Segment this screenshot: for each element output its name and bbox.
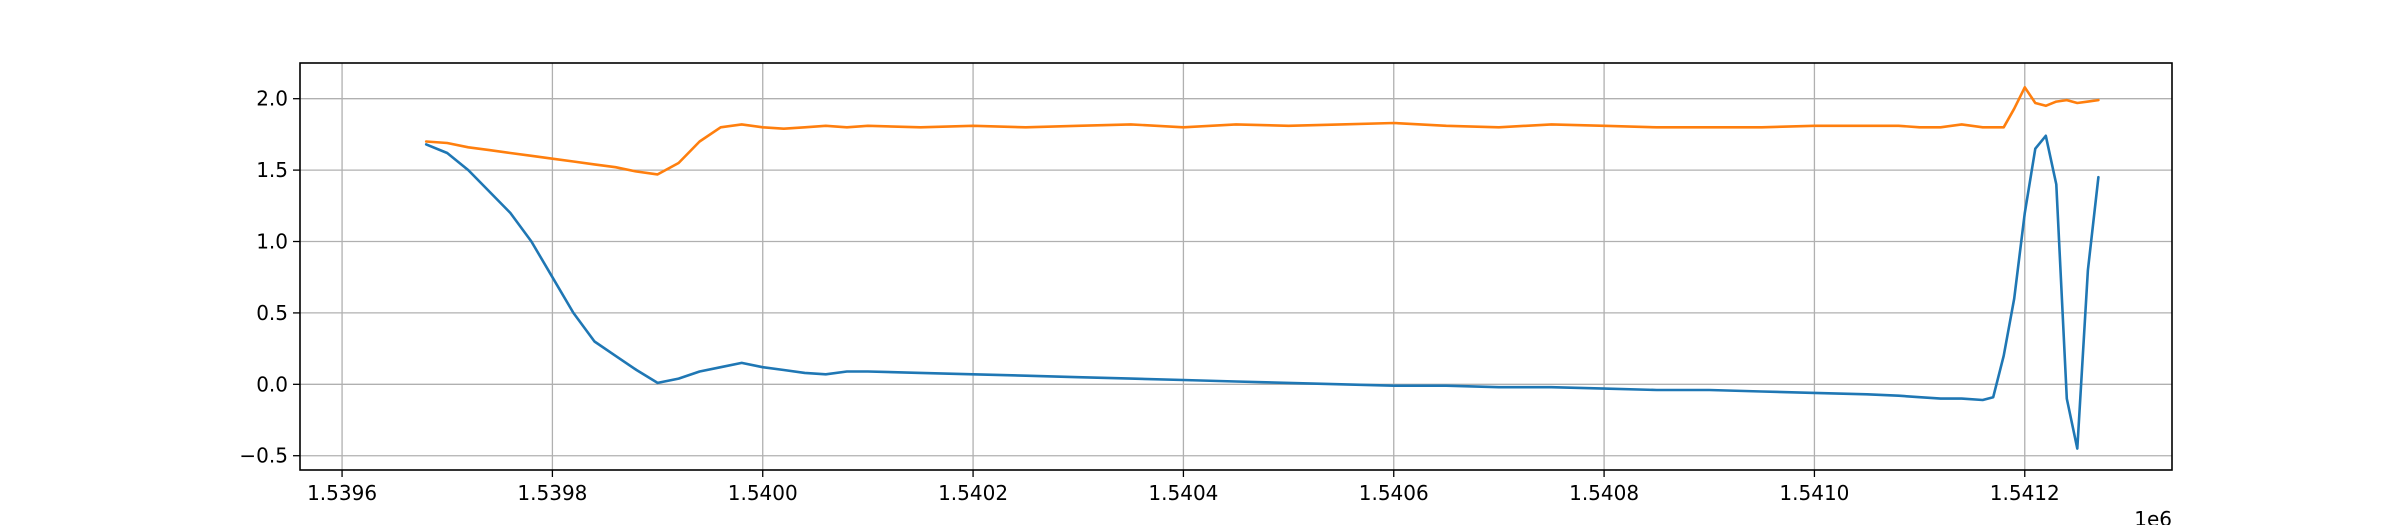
series-line-2 xyxy=(424,86,2100,176)
series-layer xyxy=(424,86,2100,450)
y-tick-label: 1.5 xyxy=(256,158,288,182)
y-tick-label: −0.5 xyxy=(239,444,288,468)
grid-lines xyxy=(300,63,2172,470)
y-tick-label: 0.5 xyxy=(256,301,288,325)
x-tick-label: 1.5398 xyxy=(517,481,587,505)
plot-area xyxy=(300,63,2172,470)
y-tick-label: 0.0 xyxy=(256,372,288,396)
y-tick-label: 2.0 xyxy=(256,87,288,111)
x-tick-label: 1.5406 xyxy=(1359,481,1429,505)
x-tick-label: 1.5402 xyxy=(938,481,1008,505)
x-offset-label: 1e6 xyxy=(2134,507,2172,525)
x-tick-label: 1.5400 xyxy=(728,481,798,505)
axes-frame xyxy=(299,62,2173,471)
x-tick-label: 1.5412 xyxy=(1990,481,2060,505)
x-tick-label: 1.5404 xyxy=(1148,481,1218,505)
x-tick-label: 1.5408 xyxy=(1569,481,1639,505)
series-line-1 xyxy=(424,134,2100,450)
y-tick-label: 1.0 xyxy=(256,230,288,254)
x-axis: 1.5396 1.5398 1.5400 1.5402 1.5404 1.5406 1.54… xyxy=(307,470,2060,505)
x-tick-label: 1.5396 xyxy=(307,481,377,505)
x-tick-label: 1.5410 xyxy=(1779,481,1849,505)
y-axis: −0.5 0.0 0.5 1.0 1.5 2.0 xyxy=(239,87,300,468)
